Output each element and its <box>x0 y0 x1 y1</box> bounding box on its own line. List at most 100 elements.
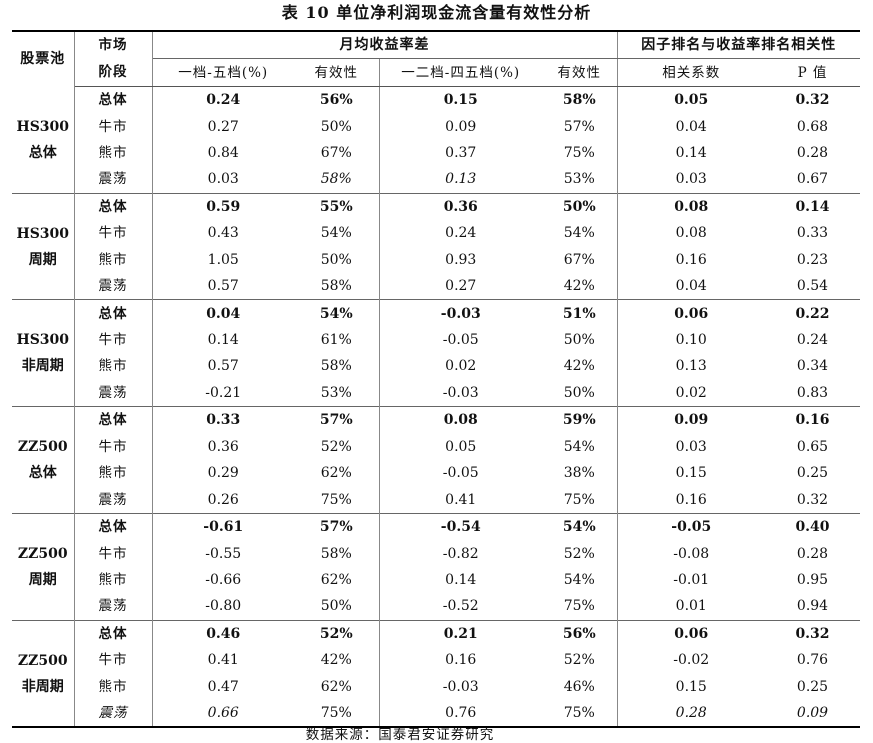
table-row: 牛市 0.36 52% 0.05 54% 0.03 0.65 <box>12 433 860 460</box>
header-group-return: 月均收益率差 <box>152 30 618 60</box>
eff2-cell: 51% <box>542 299 618 327</box>
eff1-cell: 50% <box>294 113 380 140</box>
spread1245-cell: -0.05 <box>442 465 479 482</box>
table-row: ZZ500 周期 总体 -0.61 57% -0.54 54% -0.05 0.40 <box>12 512 860 621</box>
spread15-cell: 0.66 <box>152 699 294 729</box>
p-value-cell: 0.28 <box>796 545 829 562</box>
eff1-cell: 75% <box>294 699 380 729</box>
stage-cell: 震荡 <box>74 272 153 300</box>
source-note: 数据来源：国泰君安证券研究 <box>305 727 495 743</box>
spread1245-cell: 0.76 <box>379 699 542 729</box>
spread1245-cell: -0.03 <box>442 384 479 401</box>
p-value-cell: 0.32 <box>765 619 860 648</box>
table-row: 熊市 0.57 58% 0.02 42% 0.13 0.34 <box>12 353 860 380</box>
table-row: HS300 总体 总体 0.24 56% 0.15 58% 0.05 0.32 <box>12 86 860 194</box>
eff2-cell: 38% <box>542 460 618 487</box>
eff1-cell: 62% <box>294 460 380 487</box>
eff2-cell: 59% <box>542 406 618 434</box>
eff1-cell: 52% <box>294 619 380 648</box>
spread1245-cell: -0.05 <box>442 332 479 349</box>
eff1-cell: 58% <box>294 540 380 567</box>
stage-cell: 总体 <box>74 619 153 648</box>
table-row: 熊市 -0.66 62% 0.14 54% -0.01 0.95 <box>12 566 860 594</box>
spread15-cell: 0.84 <box>207 144 239 161</box>
eff2-cell: 56% <box>542 619 618 648</box>
eff1-cell: 55% <box>294 192 380 221</box>
stage-cell: 熊市 <box>74 246 153 273</box>
table-row: 牛市 0.43 54% 0.24 54% 0.08 0.33 <box>12 220 860 247</box>
table-row: 熊市 0.84 67% 0.37 75% 0.14 0.28 <box>12 139 860 167</box>
stage-cell: 熊市 <box>74 566 153 594</box>
stage-cell: 总体 <box>74 192 153 221</box>
pool-cell: HS300 总体 <box>12 86 75 194</box>
spread15-cell: -0.66 <box>205 571 242 588</box>
eff1-cell: 52% <box>294 433 380 460</box>
pool-name: HS300 <box>16 332 70 349</box>
spread15-cell: -0.55 <box>205 545 242 562</box>
spread1245-cell: 0.13 <box>445 171 477 188</box>
p-value-cell: 0.54 <box>796 278 829 295</box>
pool-name: ZZ500 <box>17 545 68 562</box>
eff1-cell: 57% <box>294 406 380 434</box>
stage-cell: 牛市 <box>74 540 153 567</box>
spread1245-cell: 0.05 <box>445 438 477 455</box>
table-row: 震荡 0.57 58% 0.27 42% 0.04 0.54 <box>12 272 860 300</box>
eff1-cell: 57% <box>294 512 380 541</box>
p-value-cell: 0.32 <box>796 491 829 508</box>
eff2-cell: 46% <box>542 673 618 700</box>
eff1-cell: 75% <box>294 486 380 514</box>
eff2-cell: 50% <box>542 326 618 354</box>
p-value-cell: 0.34 <box>796 358 829 375</box>
eff1-cell: 62% <box>294 673 380 700</box>
eff2-cell: 54% <box>542 566 618 594</box>
p-value-cell: 0.65 <box>796 438 829 455</box>
stage-cell: 总体 <box>74 512 153 541</box>
p-value-cell: 0.94 <box>796 598 829 615</box>
table-row: 牛市 0.14 61% -0.05 50% 0.10 0.24 <box>12 326 860 354</box>
eff1-cell: 54% <box>294 220 380 247</box>
p-value-cell: 0.16 <box>765 406 860 434</box>
spread15-cell: -0.21 <box>205 384 242 401</box>
stage-cell: 牛市 <box>74 326 153 354</box>
spread15-cell: 0.04 <box>152 299 294 327</box>
data-table: 股票池 市场 月均收益率差 因子排名与收益率排名相关性 阶段 一档-五档(%) … <box>12 29 860 729</box>
pool-cell: HS300 非周期 <box>12 299 75 407</box>
table-row: 熊市 0.29 62% -0.05 38% 0.15 0.25 <box>12 460 860 487</box>
header-spread1245: 一二档-四五档(%) <box>379 58 542 87</box>
corr-cell: 0.10 <box>675 332 707 349</box>
header-spread15: 一档-五档(%) <box>152 58 294 87</box>
header-row-1: 股票池 市场 月均收益率差 因子排名与收益率排名相关性 <box>12 29 860 87</box>
eff1-cell: 50% <box>294 246 380 273</box>
spread1245-cell: 0.24 <box>445 225 477 242</box>
eff2-cell: 53% <box>542 166 618 194</box>
corr-cell: -0.01 <box>673 571 710 588</box>
table-row: 震荡 0.26 75% 0.41 75% 0.16 0.32 <box>12 486 860 514</box>
corr-cell: 0.03 <box>675 438 707 455</box>
spread1245-cell: -0.03 <box>379 299 542 327</box>
eff1-cell: 67% <box>294 139 380 167</box>
spread1245-cell: 0.37 <box>445 144 477 161</box>
spread15-cell: 0.24 <box>206 92 241 109</box>
eff1-cell: 56% <box>294 86 380 114</box>
spread15-cell: 0.36 <box>207 438 239 455</box>
p-value-cell: 0.28 <box>796 144 829 161</box>
table-row: 震荡 -0.21 53% -0.03 50% 0.02 0.83 <box>12 379 860 407</box>
table-row: HS300 非周期 总体 0.04 54% -0.03 51% 0.06 0.22 <box>12 299 860 407</box>
stage-cell: 牛市 <box>74 113 153 140</box>
table-row: 震荡 -0.80 50% -0.52 75% 0.01 0.94 <box>12 593 860 621</box>
spread1245-cell: -0.82 <box>442 545 479 562</box>
corr-cell: 0.16 <box>675 491 707 508</box>
table-row: ZZ500 非周期 总体 0.46 52% 0.21 56% 0.06 0.32 <box>12 619 860 729</box>
stage-cell: 总体 <box>74 299 153 327</box>
p-value-cell: 0.23 <box>796 251 829 268</box>
p-value-cell: 0.14 <box>765 192 860 221</box>
corr-cell: 0.08 <box>617 192 765 221</box>
pool-name: HS300 <box>16 225 70 242</box>
p-value-cell: 0.22 <box>765 299 860 327</box>
pool-subtype: 总体 <box>28 465 57 481</box>
table-row: 震荡 0.03 58% 0.13 53% 0.03 0.67 <box>12 166 860 194</box>
eff2-cell: 75% <box>542 486 618 514</box>
stage-cell: 震荡 <box>74 486 153 514</box>
spread15-cell: -0.61 <box>152 512 294 541</box>
spread1245-cell: 0.16 <box>445 652 477 669</box>
